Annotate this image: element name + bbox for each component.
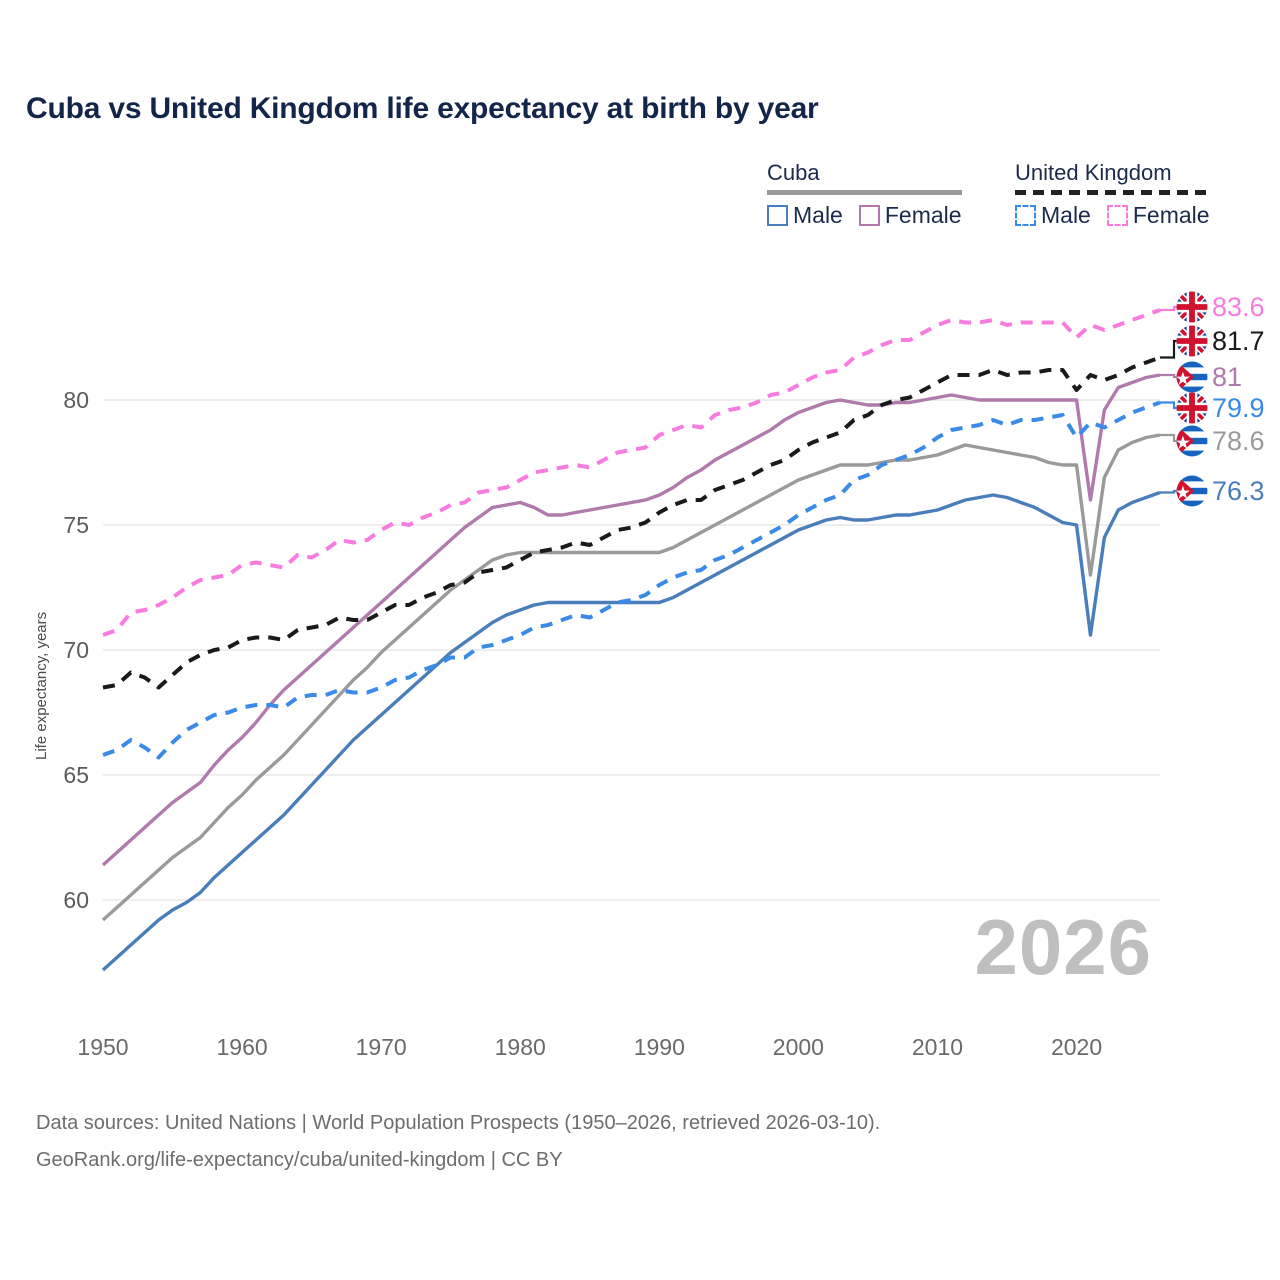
end-label-cuba-female: 81 [1176, 361, 1242, 393]
legend-rule-cuba [767, 190, 962, 195]
legend-item-uk-female[interactable]: Female [1106, 202, 1210, 229]
series-line-cuba-both-sexes [101, 433, 1161, 922]
footer-line-url: GeoRank.org/life-expectancy/cuba/united-… [36, 1149, 563, 1171]
cuba-flag-icon [1176, 475, 1208, 507]
legend-swatch-uk-male [1015, 205, 1036, 226]
y-tick-label: 80 [63, 387, 89, 413]
x-tick-label: 2020 [1051, 1034, 1102, 1060]
series-line-united-kingdom-both-sexes [102, 355, 1161, 690]
legend-label-uk-female: Female [1132, 202, 1210, 228]
uk-flag-icon [1176, 392, 1208, 424]
year-watermark: 2026 [974, 903, 1152, 991]
uk-flag-icon [1176, 325, 1208, 357]
end-label-uk-total: 81.7 [1176, 325, 1265, 357]
end-label-value: 76.3 [1212, 475, 1265, 506]
y-tick-label: 65 [63, 762, 89, 788]
uk-flag-icon [1176, 291, 1208, 323]
y-tick-label: 75 [63, 512, 89, 538]
footer-line-sources: Data sources: United Nations | World Pop… [36, 1112, 881, 1134]
legend-group-united-kingdom: United Kingdom Male Female [1015, 160, 1210, 229]
page-title: Cuba vs United Kingdom life expectancy a… [26, 92, 819, 125]
x-tick-label: 1970 [356, 1034, 407, 1060]
end-label-value: 83.6 [1212, 291, 1265, 322]
series-end-labels: 83.6 81.7 81 79.9 [1162, 0, 1280, 1280]
x-tick-label: 2010 [912, 1034, 963, 1060]
chart-legend: Cuba Male Female United Kingdom Male [760, 160, 1260, 240]
legend-item-uk-male[interactable]: Male [1015, 202, 1091, 229]
series-line-cuba-female [101, 373, 1161, 867]
x-tick-label: 1980 [495, 1034, 546, 1060]
end-label-value: 81.7 [1212, 325, 1265, 356]
x-tick-label: 1950 [77, 1034, 128, 1060]
x-tick-label: 2000 [773, 1034, 824, 1060]
end-label-cuba-male: 76.3 [1176, 475, 1265, 507]
x-tick-label: 1960 [216, 1034, 267, 1060]
legend-label-cuba-male: Male [793, 202, 843, 228]
x-tick-label: 1990 [634, 1034, 685, 1060]
cuba-flag-icon [1176, 361, 1208, 393]
legend-item-cuba-female[interactable]: Female [858, 202, 962, 229]
legend-country-united-kingdom: United Kingdom [1015, 160, 1172, 185]
legend-country-cuba: Cuba [767, 160, 820, 185]
legend-swatch-cuba-female [858, 205, 880, 226]
end-label-uk-female: 83.6 [1176, 291, 1265, 323]
end-label-value: 79.9 [1212, 392, 1265, 423]
legend-swatch-uk-female [1106, 205, 1128, 226]
end-label-cuba-total: 78.6 [1176, 425, 1265, 457]
cuba-flag-icon [1176, 425, 1208, 457]
legend-label-cuba-female: Female [884, 202, 962, 228]
end-label-uk-male: 79.9 [1176, 392, 1265, 424]
y-tick-label: 70 [63, 637, 89, 663]
legend-rule-united-kingdom [1015, 190, 1210, 195]
legend-label-uk-male: Male [1041, 202, 1091, 228]
legend-swatch-cuba-male [767, 205, 788, 226]
footer-attribution: Data sources: United Nations | World Pop… [36, 1105, 880, 1179]
legend-group-cuba: Cuba Male Female [767, 160, 962, 229]
y-tick-label: 60 [63, 887, 89, 913]
end-label-value: 78.6 [1212, 425, 1265, 456]
legend-item-cuba-male[interactable]: Male [767, 202, 843, 229]
y-axis-label: Life expectancy, years [33, 612, 50, 760]
series-line-united-kingdom-male [102, 400, 1161, 760]
series-line-united-kingdom-female [102, 308, 1161, 637]
series-line-cuba-male [101, 490, 1161, 972]
end-label-value: 81 [1212, 361, 1243, 392]
